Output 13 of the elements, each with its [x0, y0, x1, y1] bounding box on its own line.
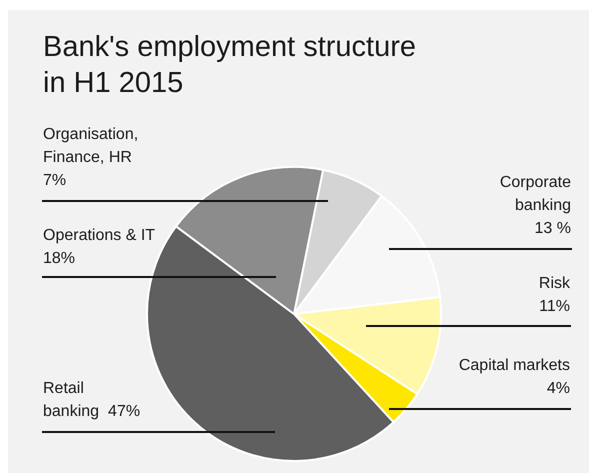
slice-label: Corporate banking: [500, 174, 572, 214]
data-label: 13 %: [534, 220, 571, 237]
slice-label: Capital markets: [458, 357, 570, 374]
data-label: 18%: [43, 250, 76, 267]
data-label: 7%: [43, 172, 66, 189]
data-label: 4%: [546, 380, 570, 397]
data-label: 47%: [108, 403, 140, 420]
slice-label: Operations & IT: [43, 227, 156, 244]
slice-label: Retail banking: [43, 380, 100, 420]
slice-label: Risk: [538, 275, 571, 292]
chart-title: Bank's employment structure in H1 2015: [43, 31, 416, 99]
data-label: 11%: [539, 298, 570, 315]
slice-label: Organisation, Finance, HR: [43, 126, 138, 166]
